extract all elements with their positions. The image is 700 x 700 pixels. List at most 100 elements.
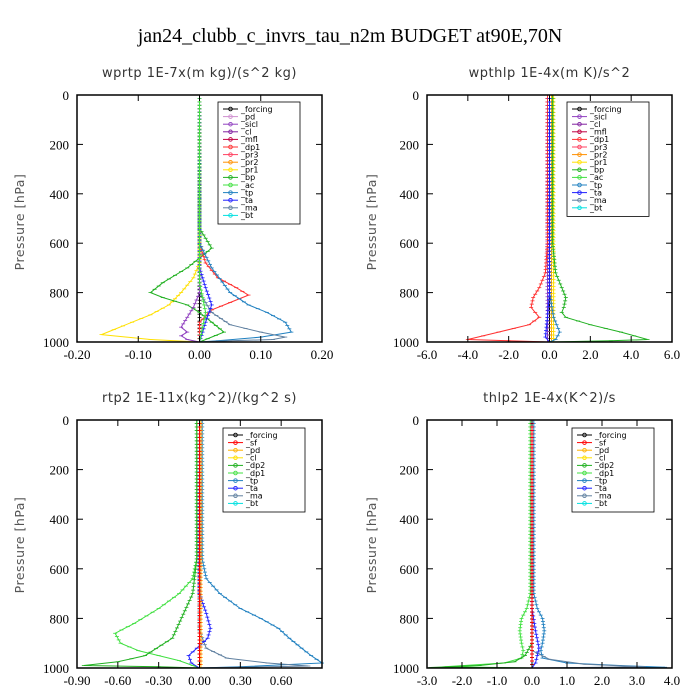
legend-label: _mfl [589,128,607,137]
legend-item: _pr3 [572,143,607,152]
x-tick-label: 0.0 [541,347,557,362]
x-tick-label: -1.0 [487,673,508,688]
legend-label: _ac [589,173,603,182]
series-markers-pr1 [99,94,202,340]
legend-label: _pr1 [589,158,607,167]
y-axis-label: Pressure [hPa] [364,497,379,594]
x-tick-label: 0.20 [311,347,334,362]
legend: _forcing_sicl_cl_mfl_dp1_pr3_pr2_pr1_bp_… [566,101,650,217]
y-tick-label: 600 [50,236,70,251]
legend-label: _ma [594,492,612,501]
legend-label: _pr3 [589,143,607,152]
legend-label: _ta [240,196,253,205]
legend-item: _dp1 [223,143,260,152]
legend-item: _dp1 [572,135,609,144]
legend-label: _pd [594,446,609,455]
x-ticks: -3.0 -2.0 -1.0 0.0 1.0 2.0 3.0 4.0 [417,420,680,688]
y-tick-label: 400 [400,187,420,202]
y-tick-label: 0 [413,88,420,103]
legend-label: _dp1 [594,469,614,478]
legend-item: _forcing [223,105,273,114]
y-axis-label: Pressure [hPa] [12,497,27,594]
series-markers-bp [148,94,226,340]
legend-label: _sf [245,438,257,447]
y-ticks: 0 200 400 600 800 1000 [43,413,322,676]
y-tick-label: 200 [50,137,70,152]
legend-label: _dp1 [245,469,265,478]
legend-item: _dp2 [228,461,265,470]
legend-item: _forcing [228,431,278,440]
x-tick-label: -2.0 [452,673,473,688]
x-tick-label: 2.0 [594,673,610,688]
x-tick-label: 1.0 [559,673,575,688]
series-markers-sicl [179,94,202,340]
x-tick-label: -2.0 [498,347,519,362]
y-ticks: 0 200 400 600 800 1000 [393,88,672,350]
legend-label: _pr1 [240,166,258,175]
legend-label: _tp [245,476,258,485]
legend-item: _tp [223,188,253,197]
series-line-sicl [180,95,200,343]
chart-panel-1: wprtp 1E-7x(m kg)/(s^2 kg) Pressure [hPa]… [12,66,333,362]
x-tick-label: 0.00 [188,347,211,362]
legend-item: _pr1 [223,166,258,175]
plot-frame [426,419,673,669]
y-tick-label: 1000 [43,335,69,350]
legend-label: _dp1 [240,143,260,152]
legend-item: _ta [577,484,607,493]
x-tick-label: 3.0 [629,673,645,688]
legend-label: _ma [589,196,607,205]
legend-label: _bt [245,499,258,508]
x-ticks: -6.0 -4.0 -2.0 0.0 2.0 4.0 6.0 [417,95,680,362]
y-tick-label: 200 [400,463,420,478]
legend-item: _ta [223,196,253,205]
series-markers-bp [550,94,650,342]
legend-item: _tp [572,181,602,190]
legend-item: _bp [572,166,604,175]
x-tick-label: -0.10 [125,347,152,362]
legend-label: _cl [240,128,252,137]
series-markers-dp1 [465,94,550,342]
legend-label: _dp1 [589,135,609,144]
legend-label: _cl [589,120,601,129]
legend-label: _pd [245,446,260,455]
legend-item: _sf [228,438,257,447]
legend-label: _forcing [589,105,622,114]
series-group [428,419,667,669]
legend-item: _mfl [223,135,258,144]
legend-item: _cl [228,454,257,463]
legend-item: _pr3 [223,150,258,159]
legend-item: _bt [572,204,602,213]
panel-title: wpthlp 1E-4x(m K)/s^2 [469,66,631,81]
y-tick-label: 600 [50,562,70,577]
x-tick-label: -0.30 [145,673,172,688]
legend-label: _dp2 [594,461,614,470]
y-tick-label: 400 [400,512,420,527]
legend-label: _tp [240,188,253,197]
series-line-dp2 [83,420,200,669]
x-ticks: -0.20 -0.10 0.00 0.10 0.20 [63,95,333,362]
legend-item: _sicl [572,112,607,121]
legend-item: _pd [577,446,609,455]
legend-label: _bp [589,166,604,175]
series-markers-dp1 [442,419,533,668]
series-line-dp2 [430,420,533,669]
legend-item: _forcing [577,431,627,440]
x-tick-label: 0.10 [249,347,272,362]
y-tick-label: 0 [413,413,420,428]
legend-label: _forcing [594,431,627,440]
legend-label: _cl [594,454,606,463]
series-markers-sf [197,419,202,665]
legend-item: _ac [223,181,254,190]
legend-item: _bt [223,211,253,220]
x-tick-label: 4.0 [623,347,639,362]
x-tick-label: 4.0 [664,673,680,688]
legend-item: _ma [228,492,263,501]
x-tick-label: 6.0 [664,347,680,362]
series-group [99,94,294,343]
legend-item: _pd [223,112,255,121]
y-tick-label: 1000 [393,661,419,676]
legend-label: _ta [245,484,258,493]
